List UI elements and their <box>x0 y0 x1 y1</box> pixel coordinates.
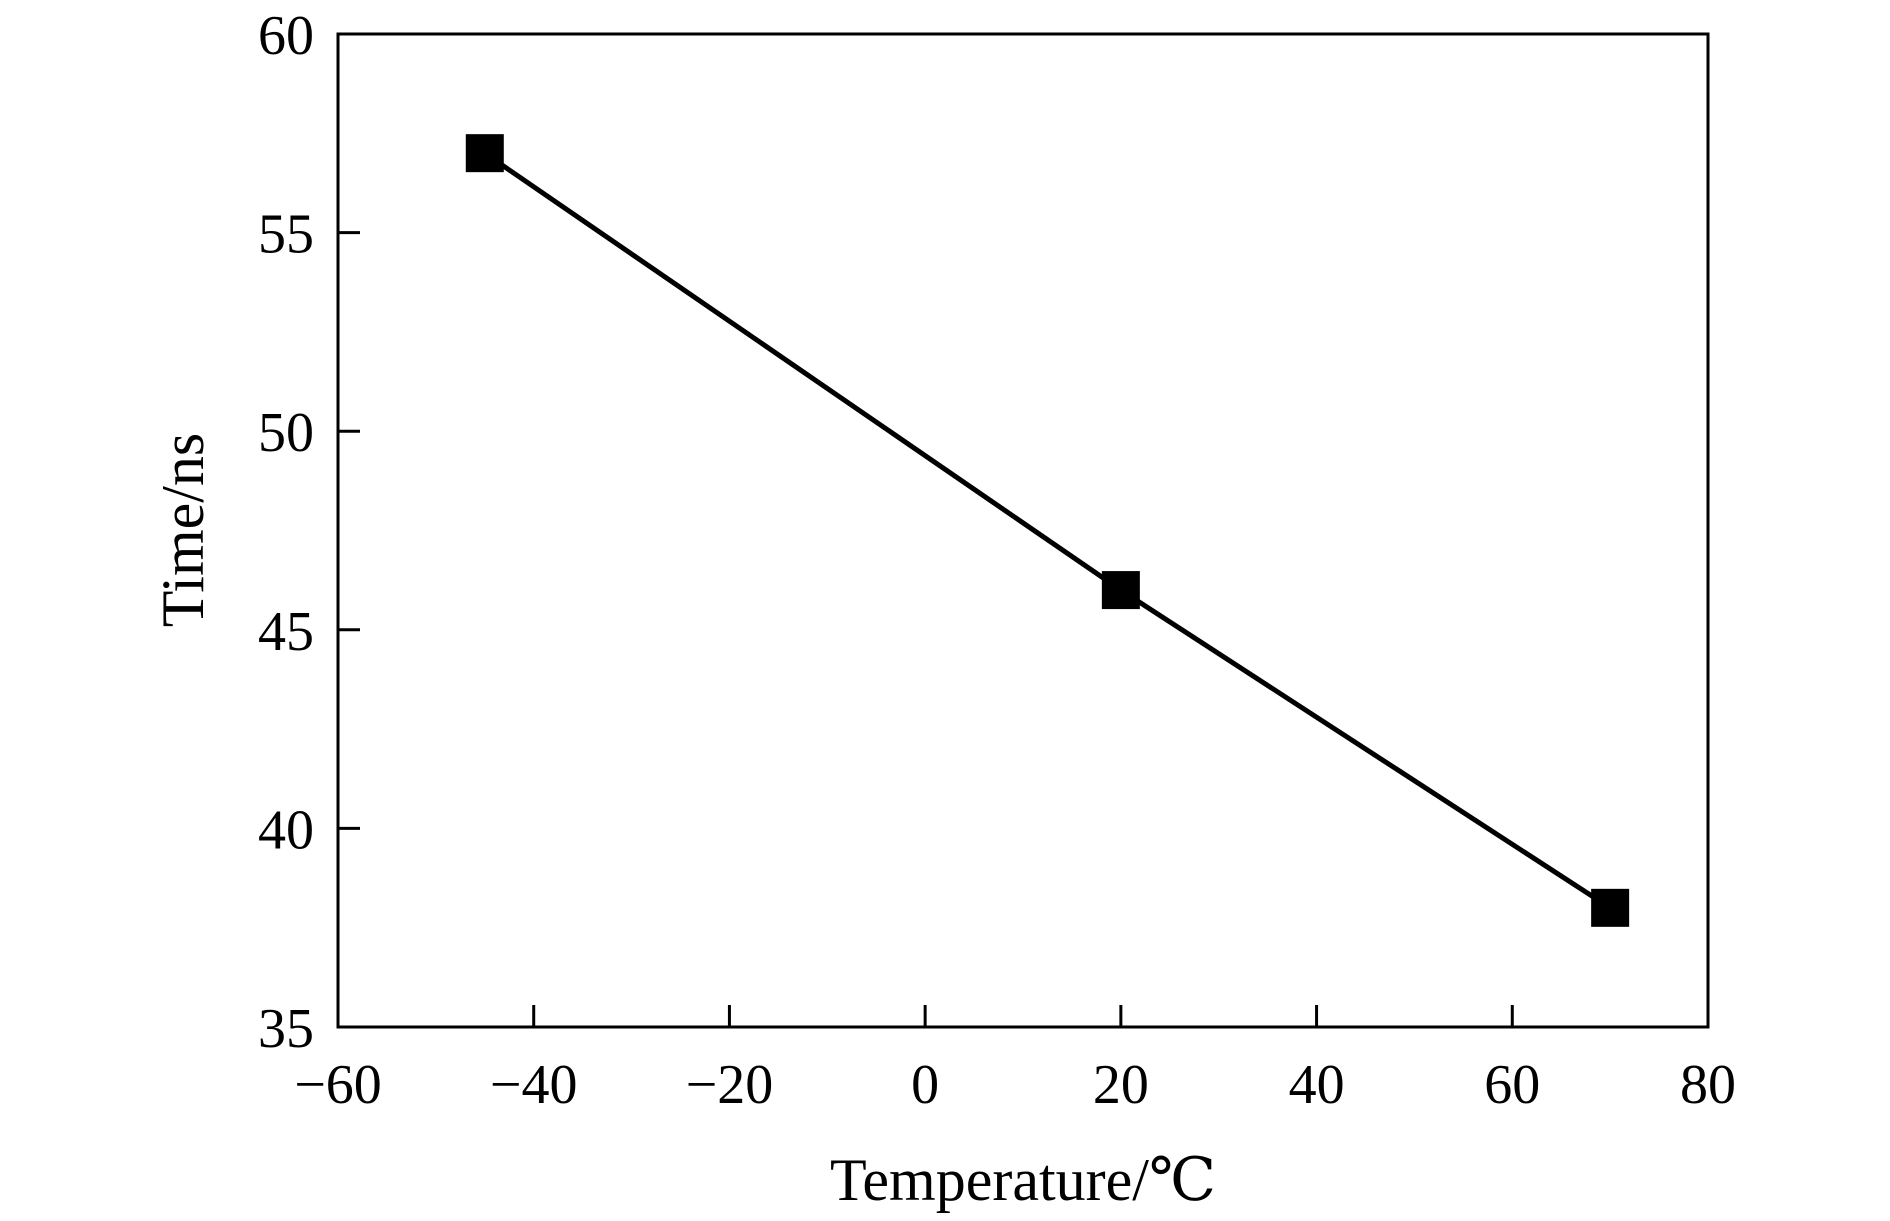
plot-frame <box>336 32 1710 1029</box>
y-tick-label: 45 <box>258 601 314 663</box>
x-tick-label: −60 <box>294 1054 382 1116</box>
data-point-marker <box>465 134 504 173</box>
x-tick-label: 40 <box>1289 1054 1345 1116</box>
series-layer <box>465 134 1630 927</box>
data-point-marker <box>1591 888 1630 927</box>
y-axis-title: Time/ns <box>150 433 216 628</box>
y-tick-label: 50 <box>258 402 314 464</box>
x-axis-ticks: −60 −40 −20 0 20 40 60 80 <box>294 1005 1736 1116</box>
y-tick-label: 35 <box>258 998 314 1060</box>
x-tick-label: 0 <box>911 1054 939 1116</box>
x-tick-label: −20 <box>686 1054 774 1116</box>
x-tick-label: 20 <box>1093 1054 1149 1116</box>
data-point-marker <box>1101 571 1140 610</box>
x-axis-title: Temperature/℃ <box>830 1147 1216 1213</box>
series-line <box>483 151 1612 910</box>
x-tick-label: 60 <box>1484 1054 1540 1116</box>
y-tick-label: 40 <box>258 799 314 861</box>
y-tick-label: 55 <box>258 204 314 266</box>
x-tick-label: −40 <box>490 1054 578 1116</box>
y-tick-label: 60 <box>258 5 314 67</box>
x-tick-label: 80 <box>1680 1054 1736 1116</box>
y-axis-ticks: 35 40 45 50 55 60 <box>258 5 360 1060</box>
